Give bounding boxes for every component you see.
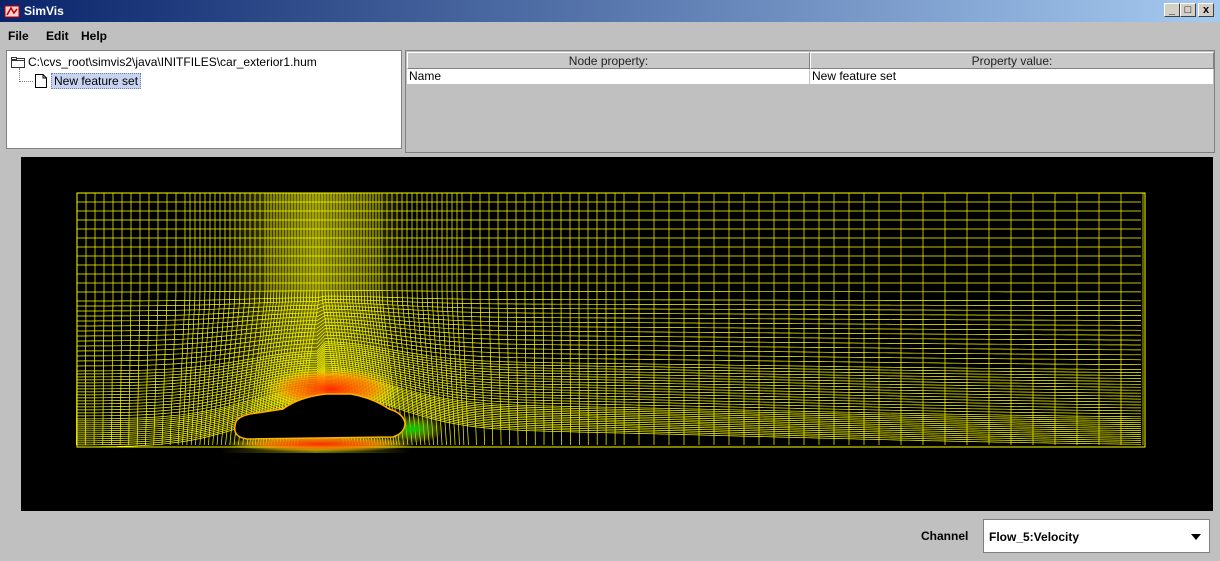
title-bar: SimVis _ □ x <box>0 0 1220 22</box>
tree-connector <box>19 81 33 82</box>
channel-label: Channel <box>921 529 969 543</box>
menu-bar: File Edit Help <box>0 24 1220 46</box>
feature-tree[interactable]: C:\cvs_root\simvis2\java\INITFILES\car_e… <box>6 50 402 149</box>
document-icon <box>35 74 47 88</box>
maximize-button[interactable]: □ <box>1180 3 1196 17</box>
column-header-property-value[interactable]: Property value: <box>810 52 1214 69</box>
column-header-node-property[interactable]: Node property: <box>407 52 810 69</box>
menu-edit[interactable]: Edit <box>46 29 69 43</box>
tree-child-node[interactable]: New feature set <box>35 73 142 89</box>
channel-dropdown[interactable]: Flow_5:Velocity <box>983 519 1210 553</box>
chevron-down-icon[interactable] <box>1191 534 1201 540</box>
folder-icon <box>11 56 25 68</box>
flow-visualization[interactable] <box>21 157 1213 511</box>
window-controls: _ □ x <box>1164 3 1214 17</box>
menu-help[interactable]: Help <box>81 29 108 43</box>
tree-child-label: New feature set <box>51 73 142 89</box>
tree-root-label: C:\cvs_root\simvis2\java\INITFILES\car_e… <box>28 55 317 69</box>
menu-file[interactable]: File <box>8 29 29 43</box>
car-silhouette <box>234 393 406 440</box>
pressure-hotspot-bottom <box>226 436 416 452</box>
property-table: Node property: Property value: Name New … <box>405 50 1215 153</box>
minimize-button[interactable]: _ <box>1164 3 1180 17</box>
table-cell-value[interactable]: New feature set <box>810 69 1214 85</box>
table-cell-property[interactable]: Name <box>407 69 810 85</box>
tree-root-node[interactable]: C:\cvs_root\simvis2\java\INITFILES\car_e… <box>11 55 317 69</box>
app-icon <box>4 5 20 18</box>
close-button[interactable]: x <box>1198 3 1214 17</box>
tree-connector <box>19 68 20 82</box>
window-title: SimVis <box>24 4 64 18</box>
mesh-view[interactable] <box>21 157 1213 511</box>
channel-selected-value: Flow_5:Velocity <box>989 530 1080 544</box>
